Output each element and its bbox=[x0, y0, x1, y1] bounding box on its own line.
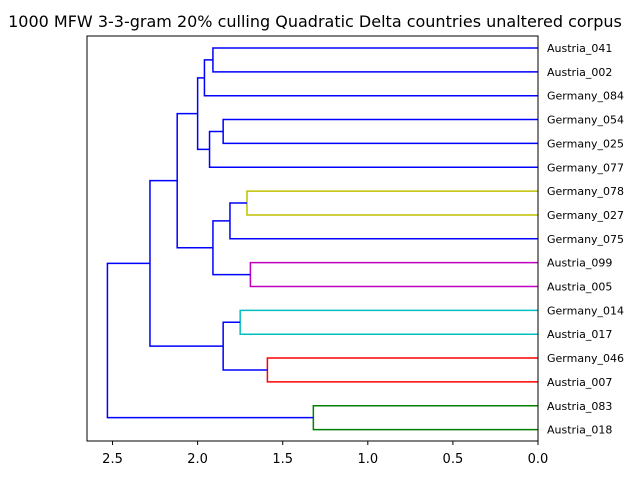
dendrogram-link-4 bbox=[196, 77, 210, 151]
leaf-label: Germany_084 bbox=[547, 90, 624, 103]
leaf-label: Germany_077 bbox=[547, 161, 624, 174]
leaf-label: Austria_099 bbox=[547, 257, 612, 270]
dendrogram-link-8 bbox=[212, 220, 251, 276]
leaf-label: Austria_007 bbox=[547, 376, 612, 389]
x-tick-label: 2.0 bbox=[187, 452, 208, 467]
leaf-labels: Austria_041 Austria_002 Germany_084 Germany… bbox=[547, 42, 624, 437]
leaf-label: Germany_025 bbox=[547, 137, 624, 150]
dendrogram-link-1 bbox=[203, 59, 538, 97]
x-tick-label: 2.5 bbox=[102, 452, 123, 467]
leaf-label: Germany_075 bbox=[547, 233, 624, 246]
chart-title: 1000 MFW 3-3-gram 20% culling Quadratic … bbox=[8, 12, 622, 31]
leaf-label: Austria_017 bbox=[547, 328, 612, 341]
dendrogram-link-15 bbox=[106, 262, 314, 419]
dendrogram-link-14 bbox=[312, 405, 538, 431]
plot-frame bbox=[86, 35, 539, 442]
leaf-label: Germany_054 bbox=[547, 114, 624, 127]
dendrogram-link-13 bbox=[149, 179, 224, 347]
leaf-label: Austria_002 bbox=[547, 66, 612, 79]
x-tick-label: 0.5 bbox=[443, 452, 464, 467]
leaf-label: Austria_083 bbox=[547, 400, 612, 413]
dendrogram-link-11 bbox=[266, 357, 538, 383]
x-tick-label: 1.0 bbox=[357, 452, 378, 467]
dendrogram-link-9 bbox=[176, 112, 213, 249]
dendrogram-link-6 bbox=[229, 202, 538, 240]
leaf-label: Austria_018 bbox=[547, 424, 612, 437]
leaf-label: Austria_041 bbox=[547, 42, 612, 55]
leaf-label: Germany_078 bbox=[547, 185, 624, 198]
leaf-label: Austria_005 bbox=[547, 281, 612, 294]
dendrogram-link-12 bbox=[222, 321, 268, 371]
dendrogram-links bbox=[106, 47, 538, 431]
x-axis: 2.5 2.0 1.5 1.0 0.5 0.0 bbox=[102, 441, 548, 467]
dendrogram-link-7 bbox=[249, 261, 538, 288]
dendrogram-link-5 bbox=[246, 190, 538, 216]
x-tick-label: 0.0 bbox=[528, 452, 549, 467]
leaf-label: Germany_027 bbox=[547, 209, 624, 222]
leaf-label: Germany_046 bbox=[547, 352, 624, 365]
leaf-label: Germany_014 bbox=[547, 304, 624, 317]
dendrogram-link-10 bbox=[239, 309, 538, 335]
x-tick-label: 1.5 bbox=[272, 452, 293, 467]
dendrogram-link-0 bbox=[212, 47, 538, 73]
dendrogram-link-3 bbox=[208, 130, 538, 168]
dendrogram-link-2 bbox=[222, 118, 538, 145]
